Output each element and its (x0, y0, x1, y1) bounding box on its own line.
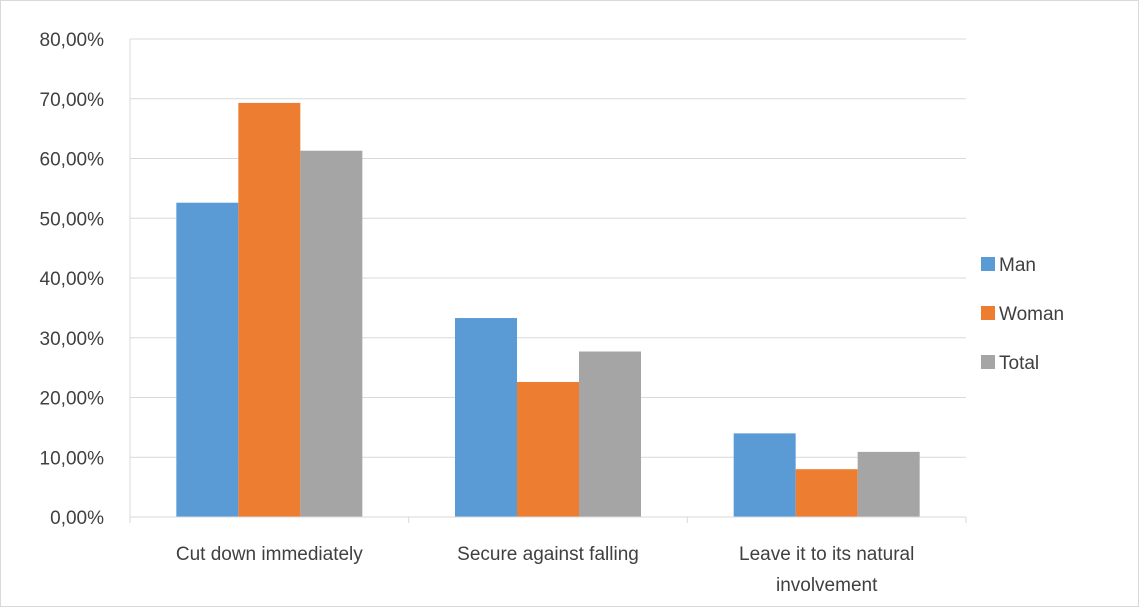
y-tick-label: 10,00% (40, 448, 105, 469)
bar-woman-0 (238, 102, 301, 518)
y-tick-label: 70,00% (40, 90, 105, 111)
bar-man-2 (733, 433, 796, 517)
bar-woman-2 (795, 469, 858, 517)
legend-label-man: Man (999, 255, 1036, 276)
y-tick-label: 0,00% (50, 508, 104, 529)
bar-total-1 (579, 351, 641, 517)
legend-swatch-total (981, 355, 995, 369)
x-tick-labels: Cut down immediately Secure against falli… (176, 544, 914, 596)
legend-swatch-man (981, 257, 995, 271)
x-tick-label: Secure against falling (457, 544, 639, 565)
legend: Man Woman Total (981, 255, 1064, 374)
y-tick-labels: 0,00% 10,00% 20,00% 30,00% 40,00% 50,00% 60,00… (40, 30, 105, 529)
axes (129, 39, 967, 523)
bar-total-2 (857, 451, 920, 517)
y-tick-label: 30,00% (40, 329, 105, 350)
bar-man-0 (176, 202, 239, 517)
legend-swatch-woman (981, 306, 995, 320)
y-tick-label: 20,00% (40, 389, 105, 410)
bar-total-0 (300, 150, 363, 518)
legend-label-woman: Woman (999, 304, 1064, 325)
legend-label-total: Total (999, 353, 1039, 374)
x-tick-label: Cut down immediately (176, 544, 363, 565)
bar-man-1 (455, 318, 517, 517)
y-tick-label: 60,00% (40, 150, 105, 171)
bars (176, 102, 920, 518)
bar-woman-1 (517, 381, 579, 517)
y-tick-label: 50,00% (40, 209, 105, 230)
y-tick-label: 40,00% (40, 269, 105, 290)
x-tick-label: Leave it to its natural (739, 544, 914, 565)
y-tick-label: 80,00% (40, 30, 105, 51)
x-tick-label: involvement (776, 575, 878, 596)
